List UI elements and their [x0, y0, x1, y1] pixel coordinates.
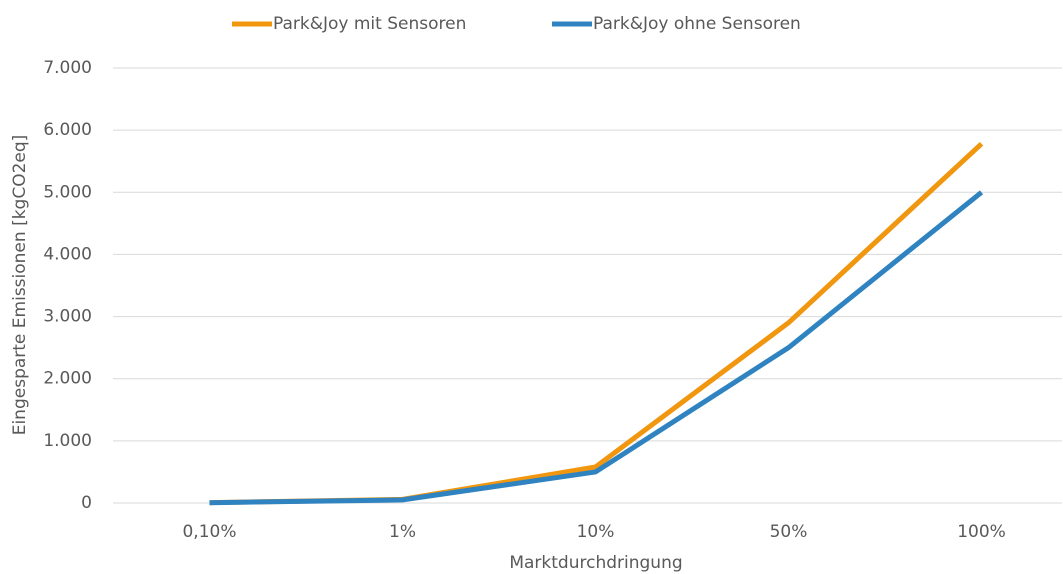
y-tick-label: 6.000	[43, 120, 92, 140]
legend-label: Park&Joy ohne Sensoren	[593, 14, 801, 34]
series-line	[209, 141, 984, 506]
x-tick-label: 100%	[957, 522, 1006, 542]
y-tick-label: 3.000	[43, 307, 92, 327]
y-tick-label: 5.000	[43, 182, 92, 202]
x-axis-label: Marktdurchdringung	[509, 553, 682, 573]
x-tick-label: 1%	[389, 522, 416, 542]
series-line	[209, 190, 984, 506]
legend-label: Park&Joy mit Sensoren	[273, 14, 466, 34]
y-tick-label: 1.000	[43, 431, 92, 451]
y-axis-label: Eingesparte Emissionen [kgCO2eq]	[10, 135, 30, 436]
y-tick-label: 2.000	[43, 369, 92, 389]
x-tick-label: 0,10%	[182, 522, 236, 542]
x-tick-label: 10%	[577, 522, 615, 542]
y-tick-label: 0	[81, 493, 92, 513]
x-tick-label: 50%	[770, 522, 808, 542]
y-tick-label: 4.000	[43, 244, 92, 264]
y-tick-label: 7.000	[43, 58, 92, 78]
